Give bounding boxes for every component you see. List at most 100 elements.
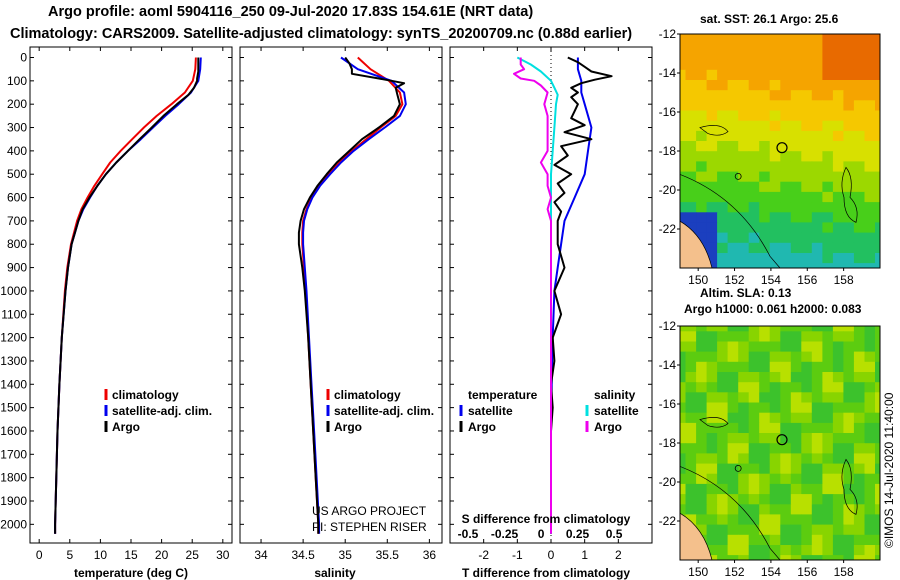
map-cell [769, 422, 781, 434]
legend-label-climatology: climatology [112, 388, 179, 402]
map-cell [811, 39, 823, 51]
map-cell [853, 34, 865, 40]
map-cell [738, 463, 750, 475]
map-cell [717, 90, 729, 101]
map-cell [727, 39, 739, 51]
map-cell [801, 161, 813, 173]
map-cell [769, 555, 781, 560]
map-cell [680, 120, 686, 132]
x-tick-label: 5 [66, 548, 73, 562]
map-cell [843, 39, 855, 51]
map-cell [875, 253, 880, 264]
y-tick-label: 200 [7, 97, 27, 111]
map-cell [790, 161, 802, 173]
map-cell [843, 222, 855, 234]
map-cell [822, 120, 834, 132]
map-cell [843, 473, 855, 485]
map-cell [680, 69, 686, 81]
map-cell [853, 504, 865, 516]
map-cell [843, 90, 855, 101]
map-cell [738, 263, 750, 268]
map-cell [706, 110, 718, 122]
map-cell [706, 514, 718, 526]
map-cell [680, 161, 686, 173]
map-cell [759, 222, 771, 234]
x-tick-label: 15 [124, 548, 138, 562]
map-cell [832, 34, 844, 40]
map-cell [748, 555, 760, 560]
map-cell [685, 100, 697, 112]
map-cell [717, 392, 729, 404]
map-cell [790, 555, 802, 560]
map-cell [790, 110, 802, 122]
map-cell [748, 433, 760, 444]
map-cell [853, 443, 865, 454]
map-cell [811, 494, 823, 505]
map-cell [864, 534, 876, 546]
x-tick-label: -2 [478, 548, 489, 562]
map-cell [769, 504, 781, 516]
map-cell [832, 202, 844, 213]
map-cell [822, 80, 834, 91]
map-cell [875, 473, 880, 485]
map-cell [832, 463, 844, 475]
map-cell [706, 100, 718, 112]
map-cell [790, 412, 802, 424]
map-cell [706, 130, 718, 142]
map-cell [843, 100, 855, 112]
legend-label-t-argo: Argo [468, 420, 496, 434]
map-cell [696, 372, 708, 383]
map-cell [748, 534, 760, 546]
map-cell [748, 202, 760, 213]
map-cell [875, 232, 880, 244]
map-cell [875, 90, 880, 101]
x-tick-label: 36 [423, 548, 437, 562]
map-cell [875, 39, 880, 51]
map-cell [853, 202, 865, 213]
map-cell [790, 534, 802, 546]
map-cell [832, 473, 844, 485]
map-cell [875, 392, 880, 404]
y-tick-label: 800 [7, 237, 27, 251]
map-cell [801, 242, 813, 254]
map-cell [769, 263, 781, 268]
map-cell [748, 504, 760, 516]
map-cell [685, 422, 697, 434]
y-tick-label: 1000 [0, 284, 27, 298]
map-cell [769, 382, 781, 393]
legend-title-temperature: temperature [468, 388, 538, 402]
map-cell [738, 39, 750, 51]
map-cell [759, 161, 771, 173]
map-cell [864, 372, 876, 383]
altimetry-map: -12 -14 -16 -18 -20 -22 150 152 154 156 158 [659, 319, 881, 579]
map-cell [780, 232, 792, 244]
map-cell [759, 443, 771, 454]
y-tick-label: 0 [20, 51, 27, 65]
map-y-tick-label: -18 [659, 144, 677, 158]
map-cell [769, 171, 781, 183]
map-cell [853, 326, 865, 332]
map-cell [875, 361, 880, 373]
map-cell [843, 263, 855, 268]
map-field [680, 326, 880, 560]
map-cell [790, 171, 802, 183]
map-cell [832, 120, 844, 132]
map-cell [717, 361, 729, 373]
map-cell [727, 69, 739, 81]
map-cell [853, 130, 865, 142]
map-cell [780, 191, 792, 203]
land-mass [680, 220, 713, 268]
map-cell [790, 100, 802, 112]
map-cell [727, 453, 739, 465]
map-cell [759, 534, 771, 546]
map-cell [748, 191, 760, 203]
map-cell [832, 382, 844, 393]
map-cell [875, 545, 880, 556]
map-cell [738, 545, 750, 556]
plot-frame [239, 46, 443, 544]
map-cell [769, 80, 781, 91]
series-line-satellite-adj-clim- [302, 56, 407, 534]
map-cell [843, 483, 855, 495]
